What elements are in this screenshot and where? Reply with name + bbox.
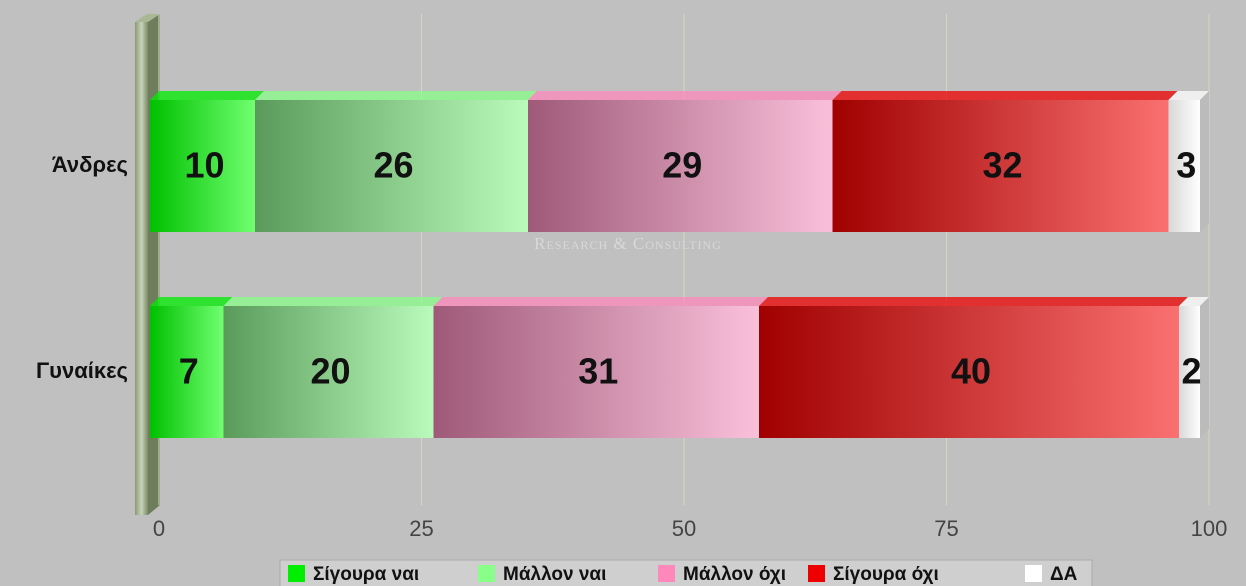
x-tick-label: 25 [409,516,433,541]
bar [1168,100,1200,232]
y-tick-label: Γυναίκες [36,358,128,383]
legend-label: Σίγουρα ναι [313,564,419,585]
bar [223,306,434,438]
data-label: 26 [373,145,413,186]
bar-top [1168,91,1209,100]
bar [832,100,1169,232]
x-tick-label: 75 [934,516,958,541]
legend-swatch [808,565,825,582]
bar-side [1200,297,1209,438]
data-label: 20 [310,351,350,392]
data-label: 29 [662,145,702,186]
x-tick-label: 50 [672,516,696,541]
bar-top [528,91,842,100]
bar [759,306,1179,438]
x-tick-label: 0 [153,516,165,541]
wall-top [135,14,160,22]
data-label: 2 [1181,351,1201,392]
data-label: 40 [951,351,991,392]
legend-swatch [1025,565,1042,582]
y-tick-label: Άνδρες [52,152,128,177]
bar-side [1200,91,1209,232]
data-label: 3 [1176,145,1196,186]
bar-top [255,91,537,100]
bar [150,100,255,232]
bar-top [433,297,768,306]
wall-side [148,14,160,515]
watermark: Research & Consulting [534,234,722,253]
bar-top [759,297,1188,306]
legend-label: Μάλλον ναι [503,564,606,585]
bar [255,100,528,232]
axis-wall [135,22,148,515]
legend-label: Μάλλον όχι [683,564,786,585]
bar [433,306,759,438]
bar-top [832,91,1178,100]
legend [279,559,1093,586]
legend-swatch [658,565,675,582]
x-tick-label: 100 [1191,516,1228,541]
bar-top [223,297,443,306]
data-label: 7 [179,351,199,392]
legend-swatch [478,565,495,582]
legend-swatch [288,565,305,582]
legend-label: Σίγουρα όχι [833,564,939,585]
bar-top [150,91,264,100]
bar-top [150,297,233,306]
bar [528,100,833,232]
bar [1179,306,1200,438]
legend-label: ΔΑ [1050,564,1078,585]
data-label: 10 [184,145,224,186]
bar-top [1179,297,1209,306]
data-label: 31 [578,351,618,392]
bar [150,306,224,438]
data-label: 32 [982,145,1022,186]
